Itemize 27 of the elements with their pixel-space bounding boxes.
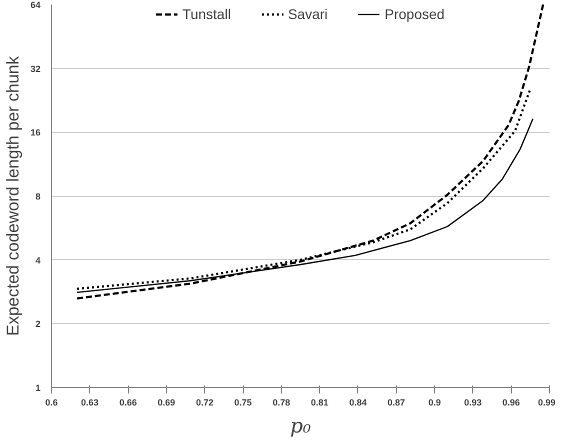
x-tick-label: 0.93 [464,398,482,408]
x-tick-label: 0.72 [196,398,214,408]
x-axis-title: p₀ [290,414,311,438]
legend-label: Proposed [384,6,445,22]
x-tick-label: 0.6 [45,398,58,408]
x-tick-label: 0.96 [502,398,520,408]
x-tick-label: 0.75 [234,398,252,408]
y-tick-label: 16 [30,128,41,138]
x-tick-label: 0.78 [272,398,290,408]
y-axis-title: Expected codeword length per chunk [3,56,22,336]
y-tick-label: 32 [30,64,41,74]
y-tick-label: 4 [35,255,41,266]
y-tick-label: 8 [35,192,41,202]
y-tick-label: 1 [35,383,41,393]
x-tick-label: 0.87 [388,398,406,408]
x-tick-label: 0.63 [81,398,99,408]
line-series [76,4,544,300]
x-tick-label: 0.9 [428,398,441,408]
legend-label: Savari [288,6,328,22]
x-tick-label: 0.66 [119,398,137,408]
x-tick-label: 0.99 [538,398,556,408]
x-tick-label: 0.69 [158,398,176,408]
y-tick-label: 2 [35,319,41,330]
x-tick-label: 0.84 [349,398,367,408]
legend-label: Tunstall [182,6,231,22]
x-tick-label: 0.81 [310,398,328,408]
y-tick-label: 64 [30,0,41,10]
